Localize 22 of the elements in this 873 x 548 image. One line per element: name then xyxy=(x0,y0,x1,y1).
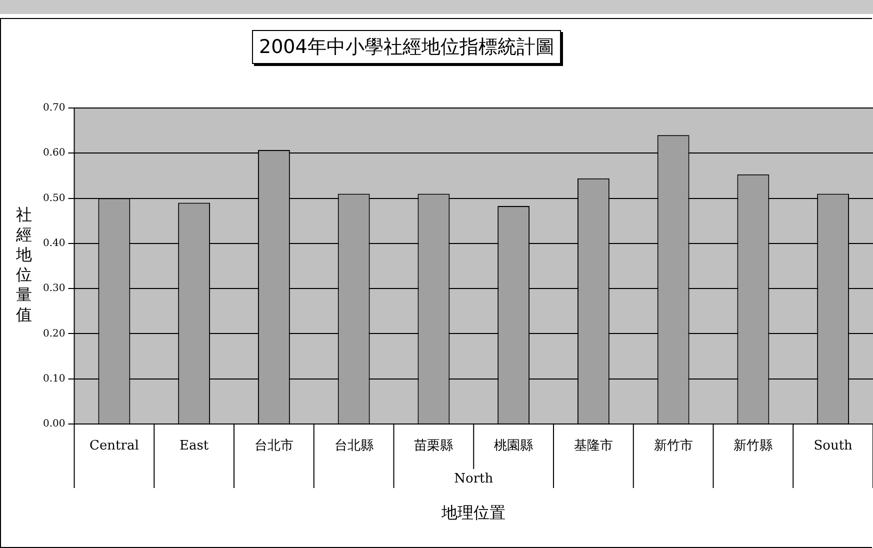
y-axis-title: 社經地位量值 xyxy=(15,205,32,324)
y-tick-label: 0.60 xyxy=(43,148,66,159)
x-tick-label: 台北縣 xyxy=(334,438,374,454)
y-tick-label: 0.10 xyxy=(43,373,66,384)
y-tick-label: 0.30 xyxy=(43,283,66,294)
x-tick-label: 桃園縣 xyxy=(494,438,534,454)
x-axis-title: 地理位置 xyxy=(440,503,506,522)
x-tick-label: 新竹市 xyxy=(654,438,693,454)
y-tick-label: 0.00 xyxy=(43,418,66,430)
y-tick-label: 0.20 xyxy=(43,328,66,340)
x-tick-label: East xyxy=(180,438,210,454)
x-tick-label: South xyxy=(814,438,854,454)
x-tick-label: 新竹縣 xyxy=(734,438,773,454)
text: North xyxy=(454,471,494,486)
y-tick-label: 0.40 xyxy=(43,238,66,250)
x-tick-label: 台北市 xyxy=(254,438,294,454)
chart-title: 2004年中小學社經地位指標統計圖 xyxy=(252,30,562,64)
x-tick-label: 基隆市 xyxy=(574,438,613,454)
x-tick-label: 苗栗縣 xyxy=(414,438,454,454)
x-tick-label: Central xyxy=(90,438,139,454)
y-tick-label: 0.50 xyxy=(43,192,66,204)
y-tick-label: 0.70 xyxy=(43,102,66,114)
